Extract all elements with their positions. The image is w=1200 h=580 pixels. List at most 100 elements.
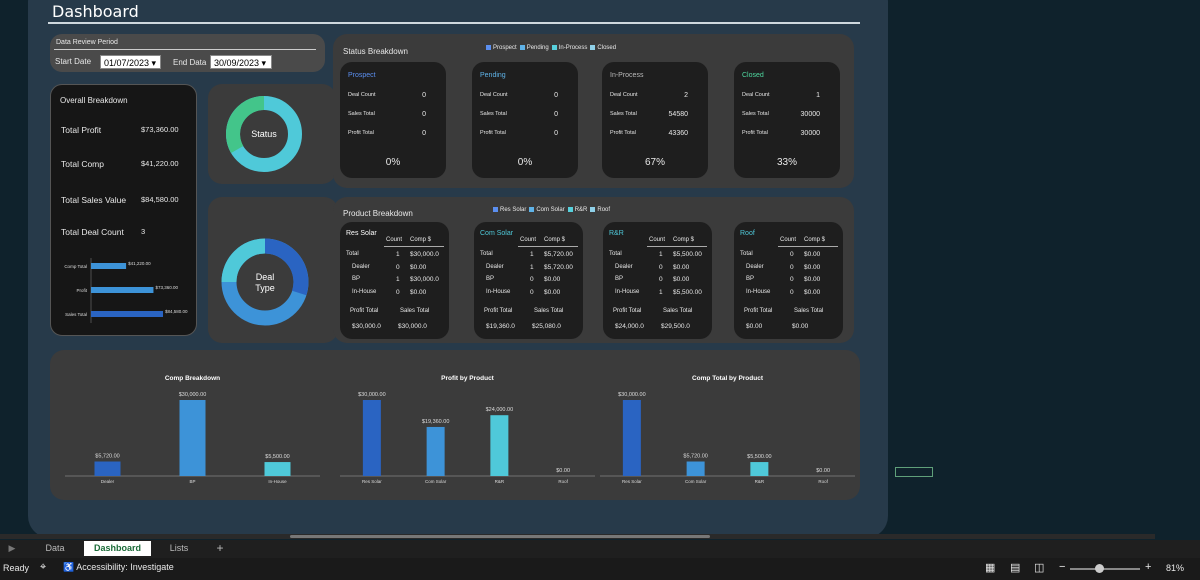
- tab-data[interactable]: Data: [45, 543, 65, 553]
- start-date-input[interactable]: 01/07/2023 ▾: [100, 55, 161, 69]
- product-card-title: Res Solar: [346, 230, 377, 237]
- product-row-comp: $5,720.00: [544, 263, 573, 271]
- deal-donut: Deal Type: [221, 238, 309, 326]
- product-row-comp: $0.00: [804, 263, 821, 271]
- zoom-level[interactable]: 81%: [1166, 563, 1185, 573]
- tab-scroll-arrow-icon[interactable]: ▶: [8, 543, 16, 553]
- product-col-count: Count: [780, 237, 797, 243]
- product-foot-sales-value: $30,000.0: [398, 323, 427, 330]
- worksheet-area[interactable]: Dashboard Data Review Period Start Date …: [0, 0, 1200, 540]
- end-date-input[interactable]: 30/09/2023 ▾: [210, 55, 272, 69]
- zoom-out-button[interactable]: −: [1059, 561, 1066, 573]
- mini-bar-label: Comp Total: [64, 264, 87, 269]
- chart-category-label: In-House: [268, 479, 287, 484]
- product-breakdown-card: Product Breakdown Res Solar Com Solar R&R R…: [333, 197, 854, 343]
- zoom-slider-thumb[interactable]: [1095, 564, 1104, 573]
- zoom-in-button[interactable]: +: [1145, 561, 1152, 573]
- product-card-title: Com Solar: [480, 230, 514, 237]
- mini-bar: [91, 311, 163, 317]
- product-row-label: Dealer: [486, 263, 504, 270]
- add-sheet-button[interactable]: +: [216, 541, 224, 555]
- charts-card: Comp Breakdown $5,720.00 Dealer $30,000.00 B…: [50, 350, 860, 500]
- legend-swatch: [590, 207, 596, 212]
- product-legend: Res Solar Com Solar R&R Roof: [493, 207, 613, 213]
- product-card-title: R&R: [609, 230, 624, 237]
- accessibility-status[interactable]: ♿ Accessibility: Investigate: [63, 562, 174, 572]
- selected-cell[interactable]: [895, 467, 933, 477]
- chart-category-label: Res Solar: [622, 479, 642, 484]
- start-date-label: Start Date: [55, 57, 92, 66]
- product-col-count: Count: [386, 237, 403, 243]
- chart-data-label: $24,000.00: [486, 407, 514, 413]
- product-card: Com Solar Count Comp $ Total 1 $5,720.00 Deale…: [474, 222, 583, 339]
- product-header-line: [384, 246, 444, 247]
- deal-donut-label-1: Deal: [256, 272, 275, 282]
- legend-item: R&R: [567, 207, 588, 214]
- period-card: Data Review Period Start Date 01/07/2023…: [50, 34, 325, 72]
- status-card: Prospect Deal Count 0 Sales Total 0 Profit To…: [340, 62, 446, 178]
- overall-row-label: Total Profit: [61, 125, 102, 135]
- status-row-value: 0: [422, 130, 426, 137]
- status-row-value: 43360: [668, 130, 688, 137]
- status-row-label: Profit Total: [480, 130, 506, 136]
- product-foot-profit-value: $30,000.0: [352, 323, 381, 330]
- chart-bar: [94, 461, 121, 476]
- product-row-label: Total: [346, 251, 359, 257]
- product-row-count: 0: [790, 288, 794, 296]
- product-header-line: [518, 246, 578, 247]
- overall-row-value: 3: [141, 227, 146, 236]
- normal-view-icon[interactable]: ▦: [985, 562, 996, 574]
- sheet-tabs-bar: ▶ Data Dashboard Lists +: [0, 540, 1200, 558]
- overall-row-value: $73,360.00: [141, 125, 179, 134]
- tab-dashboard[interactable]: Dashboard: [84, 541, 151, 556]
- page-break-icon[interactable]: ◫: [1034, 562, 1045, 574]
- mini-bar-label: Sales Total: [65, 312, 87, 317]
- overall-row-value: $84,580.00: [141, 195, 179, 204]
- product-card: R&R Count Comp $ Total 1 $5,500.00 Dealer 0 $0.0…: [603, 222, 712, 339]
- zoom-slider[interactable]: [1070, 564, 1140, 573]
- product-row-count: 0: [659, 276, 663, 283]
- product-row-comp: $0.00: [410, 288, 427, 296]
- product-row-comp: $0.00: [804, 251, 821, 258]
- legend-swatch: [551, 45, 557, 50]
- chart-category-label: Roof: [558, 479, 568, 484]
- product-foot-sales-label: Sales Total: [794, 308, 824, 314]
- product-row-count: 0: [530, 276, 534, 283]
- scrollbar-thumb[interactable]: [290, 535, 710, 538]
- title-underline: [48, 22, 860, 24]
- horizontal-scrollbar[interactable]: [0, 534, 1155, 539]
- legend-label: R&R: [574, 207, 588, 214]
- chart-bar: [426, 426, 445, 476]
- legend-swatch: [486, 45, 491, 50]
- macro-icon[interactable]: ⌖: [40, 561, 47, 573]
- product-row-label: Dealer: [746, 263, 764, 270]
- legend-swatch: [590, 45, 596, 50]
- product-row-count: 0: [790, 276, 794, 283]
- product-foot-sales-value: $25,080.0: [532, 323, 561, 330]
- product-row-comp: $30,000.0: [410, 251, 439, 258]
- chart-title: Profit by Product: [441, 375, 495, 382]
- product-foot-profit-value: $19,360.0: [486, 323, 515, 330]
- legend-label: Com Solar: [536, 207, 565, 214]
- product-row-comp: $5,500.00: [673, 251, 702, 258]
- chart-data-label: $19,360.00: [422, 419, 450, 425]
- status-row-value: 0: [554, 130, 558, 137]
- product-foot-profit-label: Profit Total: [484, 308, 513, 314]
- legend-swatch: [493, 207, 498, 212]
- chart-data-label: $30,000.00: [618, 392, 646, 398]
- product-row-comp: $0.00: [804, 276, 821, 283]
- product-header-line: [778, 246, 838, 247]
- chart-bar: [686, 461, 705, 476]
- product-card: Roof Count Comp $ Total 0 $0.00 Dealer 0 $0.00 BP…: [734, 222, 843, 339]
- product-row-comp: $0.00: [673, 263, 690, 271]
- chart-bar: [264, 462, 291, 476]
- product-row-comp: $30,000.0: [410, 276, 439, 283]
- chart-category-label: Res Solar: [362, 479, 382, 484]
- status-card-percent: 67%: [644, 157, 665, 168]
- tab-lists[interactable]: Lists: [169, 543, 189, 553]
- page-layout-icon[interactable]: ▤: [1010, 562, 1021, 574]
- end-date-label: End Data: [173, 58, 207, 67]
- status-row-value: 0: [554, 92, 558, 99]
- product-row-label: In-House: [352, 288, 377, 295]
- page-title: Dashboard: [52, 2, 139, 21]
